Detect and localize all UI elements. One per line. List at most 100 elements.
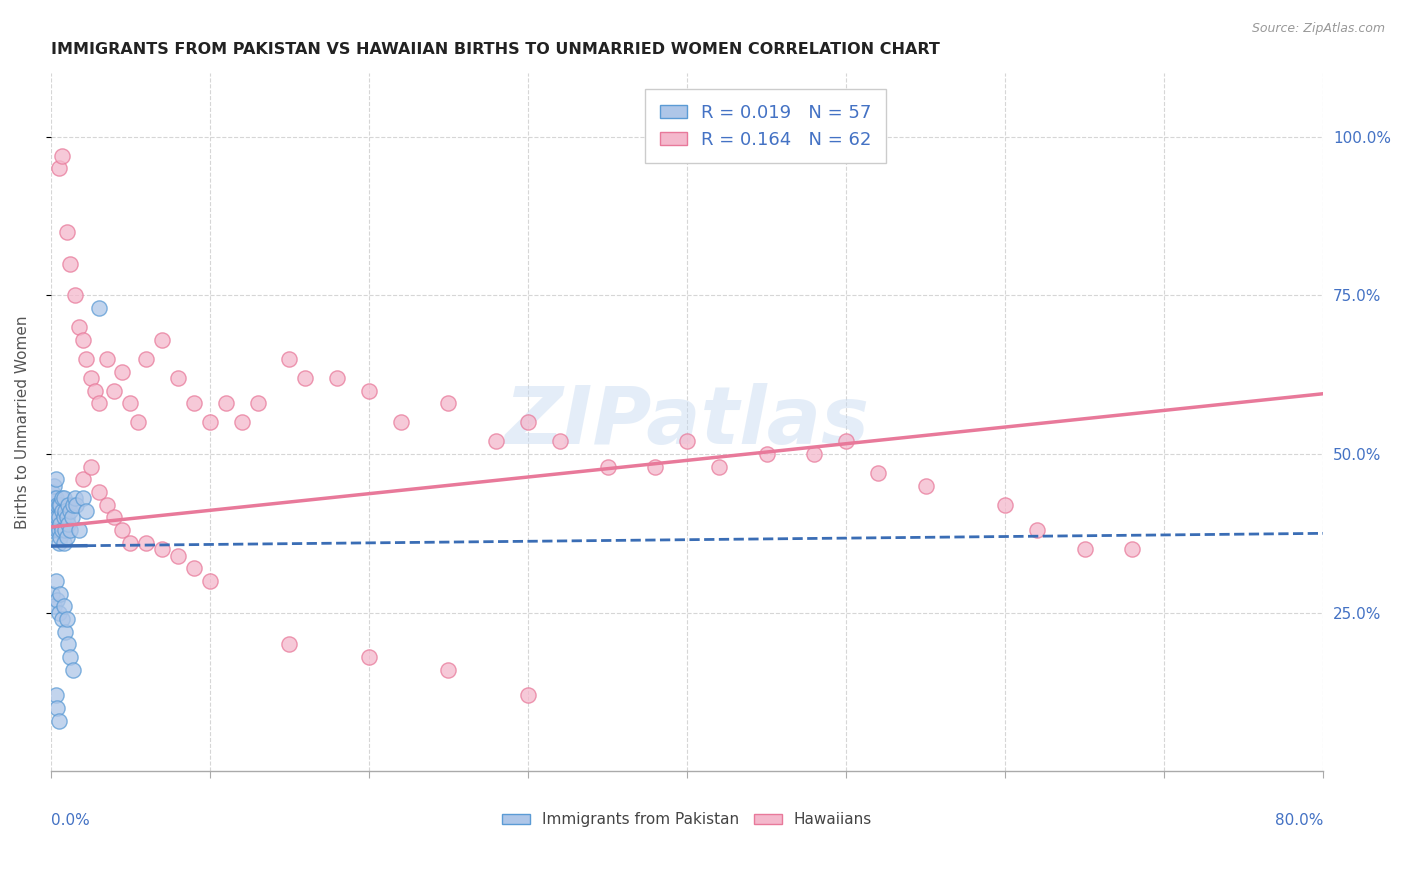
Point (111, 523, 134, 537)
Point (52, 491, 75, 506)
Point (835, 434, 858, 449)
Point (51, 491, 73, 506)
Point (48, 536, 70, 550)
Point (62, 498, 84, 512)
Point (59, 504, 82, 518)
Point (278, 351, 301, 366)
Point (72, 491, 94, 506)
Point (96, 498, 118, 512)
Point (87, 485, 110, 500)
Point (48, 714, 70, 728)
Point (150, 333, 173, 347)
Point (120, 536, 142, 550)
Point (55, 612, 77, 626)
Point (53, 504, 76, 518)
Text: 80.0%: 80.0% (1275, 814, 1323, 829)
Point (41, 587, 63, 601)
Point (42, 491, 65, 506)
Point (1121, 542, 1143, 557)
Point (644, 459, 666, 474)
Point (49, 498, 72, 512)
Y-axis label: Births to Unmarried Women: Births to Unmarried Women (15, 316, 30, 529)
Point (49, 516, 72, 531)
Point (79, 371, 101, 385)
Point (46, 510, 69, 524)
Point (87, 301, 110, 315)
Point (63, 491, 86, 506)
Point (517, 415, 540, 429)
Point (41, 523, 63, 537)
Point (278, 637, 301, 651)
Point (357, 650, 380, 665)
Point (51, 612, 73, 626)
Point (49, 529, 72, 543)
Point (55, 529, 77, 543)
Point (51, 504, 73, 518)
Point (52, 510, 75, 524)
Point (596, 459, 619, 474)
Point (48, 161, 70, 176)
Point (150, 542, 173, 557)
Point (294, 371, 316, 385)
Point (198, 415, 221, 429)
Point (183, 561, 205, 575)
Point (231, 415, 253, 429)
Point (63, 288, 86, 302)
Point (42, 599, 65, 614)
Point (46, 701, 69, 715)
Point (1026, 523, 1049, 537)
Point (517, 688, 540, 702)
Point (60, 510, 83, 524)
Point (75, 351, 97, 366)
Point (437, 396, 460, 410)
Point (357, 384, 380, 398)
Point (994, 498, 1017, 512)
Point (75, 504, 97, 518)
Point (45, 504, 67, 518)
Point (198, 574, 221, 588)
Point (45, 472, 67, 486)
Point (42, 510, 65, 524)
Text: Source: ZipAtlas.com: Source: ZipAtlas.com (1251, 22, 1385, 36)
Point (42, 479, 65, 493)
Text: 0.0%: 0.0% (51, 814, 90, 829)
Text: ZIPatlas: ZIPatlas (505, 384, 869, 461)
Point (127, 415, 149, 429)
Point (183, 396, 205, 410)
Legend: Immigrants from Pakistan, Hawaiians: Immigrants from Pakistan, Hawaiians (496, 806, 879, 833)
Point (215, 396, 238, 410)
Point (45, 574, 67, 588)
Point (45, 491, 67, 506)
Point (58, 498, 80, 512)
Point (51, 149, 73, 163)
Point (48, 498, 70, 512)
Point (246, 396, 269, 410)
Point (46, 593, 69, 607)
Point (52, 536, 75, 550)
Point (51, 523, 73, 537)
Point (866, 466, 889, 480)
Point (755, 447, 778, 461)
Point (46, 498, 69, 512)
Point (803, 447, 825, 461)
Point (53, 624, 76, 639)
Point (41, 485, 63, 500)
Point (326, 371, 349, 385)
Point (437, 663, 460, 677)
Point (53, 523, 76, 537)
Point (45, 688, 67, 702)
Point (389, 415, 412, 429)
Point (58, 516, 80, 531)
Point (1073, 542, 1095, 557)
Point (62, 663, 84, 677)
Point (676, 434, 699, 449)
Point (46, 523, 69, 537)
Point (485, 434, 508, 449)
Point (69, 523, 91, 537)
Point (84, 384, 107, 398)
Point (914, 479, 936, 493)
Point (135, 351, 157, 366)
Point (96, 351, 118, 366)
Point (69, 320, 91, 334)
Point (59, 650, 82, 665)
